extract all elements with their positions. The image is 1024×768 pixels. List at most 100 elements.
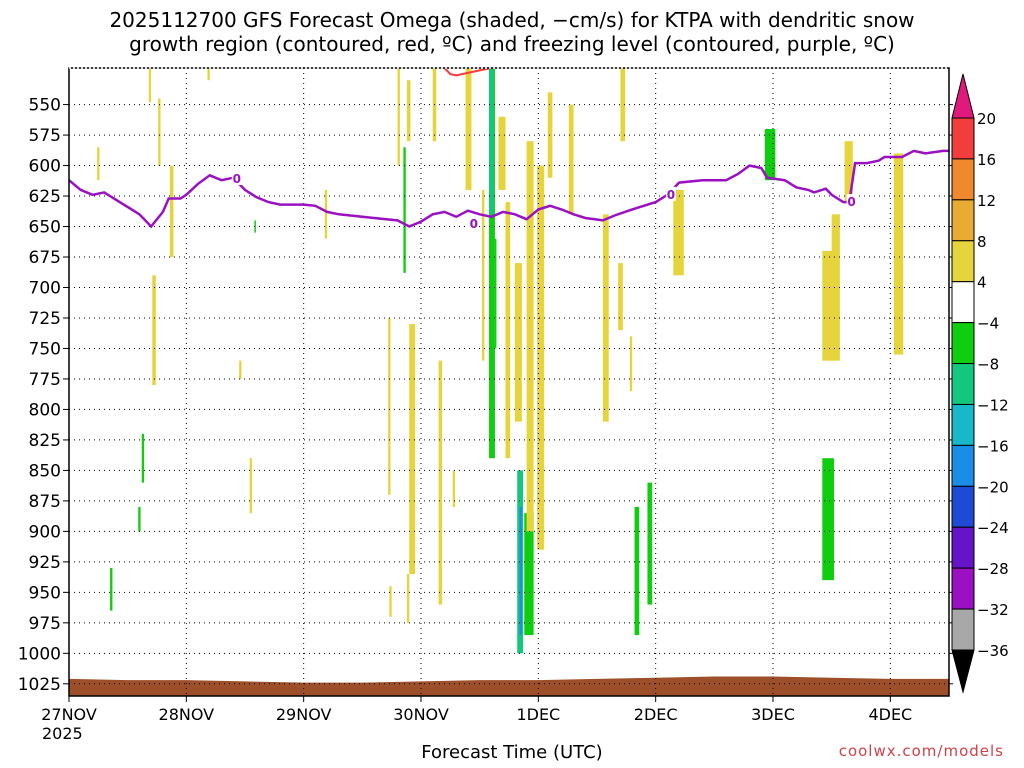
omega-region (452, 470, 456, 507)
colorbar-label: −12 (977, 396, 1009, 414)
colorbar-label: −32 (977, 601, 1009, 619)
colorbar-label: −20 (977, 478, 1009, 496)
y-tick-label: 950 (29, 583, 61, 603)
colorbar-segment (951, 281, 975, 324)
omega-region (498, 116, 506, 190)
omega-region (388, 317, 391, 495)
omega-region (465, 68, 472, 190)
omega-region (389, 586, 392, 617)
dendritic-growth-contour (443, 67, 492, 77)
omega-region (406, 80, 411, 142)
omega-region (673, 189, 684, 276)
omega-region (397, 68, 400, 166)
colorbar-label: −8 (977, 356, 999, 374)
colorbar-label: 20 (977, 110, 996, 128)
colorbar-bottom-arrow (951, 649, 975, 694)
omega-shading (97, 68, 904, 654)
omega-region (629, 336, 633, 392)
chart-title-line-1: 2025112700 GFS Forecast Omega (shaded, −… (109, 8, 915, 32)
colorbar-segment (951, 322, 975, 365)
omega-region (406, 574, 410, 623)
x-tick-label: 2DEC (634, 705, 678, 724)
omega-region (514, 263, 522, 422)
omega-region (494, 238, 497, 349)
colorbar-segment (951, 199, 975, 242)
colorbar-segment (951, 158, 975, 201)
colorbar-label: −24 (977, 519, 1009, 537)
colorbar-label: −28 (977, 560, 1009, 578)
omega-region (618, 263, 623, 331)
site-credit: coolwx.com/models (838, 742, 1004, 760)
omega-region (110, 567, 113, 611)
omega-region (207, 68, 210, 81)
x-tick-label: 27NOV (41, 705, 97, 724)
y-tick-label: 650 (29, 218, 61, 238)
omega-region (97, 147, 100, 181)
contour-label-bg (468, 216, 479, 231)
omega-region (489, 68, 494, 215)
omega-region (647, 482, 653, 605)
colorbar-segment (951, 567, 975, 610)
y-tick-label: 775 (29, 370, 61, 390)
x-tick-label: 1DEC (516, 705, 560, 724)
x-tick-label: 28NOV (159, 705, 215, 724)
y-tick-label: 800 (29, 400, 61, 420)
omega-region (158, 98, 161, 166)
omega-region (138, 506, 141, 532)
freezing-level-label: 0 (470, 217, 478, 231)
omega-region (526, 141, 534, 532)
colorbar-segment (951, 363, 975, 405)
omega-region (249, 458, 253, 514)
omega-region (324, 189, 328, 239)
ground-terrain (69, 676, 949, 696)
y-tick-label: 600 (29, 157, 61, 177)
chart-title-line-2: growth region (contoured, red, ºC) and f… (129, 32, 895, 56)
omega-region (148, 68, 152, 103)
y-tick-label: 825 (29, 431, 61, 451)
freezing-level-contour (68, 149, 949, 229)
x-year-label: 2025 (42, 724, 83, 743)
omega-region (822, 250, 835, 361)
colorbar-label: 12 (977, 192, 996, 210)
colorbar-segment (951, 444, 975, 487)
omega-region (634, 506, 640, 636)
y-tick-label: 925 (29, 553, 61, 573)
omega-region (141, 433, 145, 483)
y-tick-label: 1000 (18, 644, 61, 664)
y-tick-label: 725 (29, 309, 61, 329)
y-tick-label: 875 (29, 492, 61, 512)
x-tick-label: 30NOV (393, 705, 449, 724)
omega-region (403, 147, 406, 273)
omega-region (893, 153, 904, 355)
omega-region (620, 68, 626, 142)
omega-region (831, 214, 840, 361)
omega-region (547, 92, 553, 178)
colorbar-segment (951, 403, 975, 446)
omega-region (822, 458, 835, 581)
contour-label-bg (846, 194, 857, 209)
colorbar-label: −36 (977, 642, 1009, 660)
colorbar-label: 16 (977, 151, 996, 169)
colorbar-segment (951, 117, 975, 160)
colorbar-label: −16 (977, 437, 1009, 455)
grid (69, 68, 949, 696)
omega-region (568, 104, 574, 215)
y-tick-label: 700 (29, 278, 61, 298)
freezing-level-label: 0 (847, 195, 855, 209)
omega-region (239, 360, 242, 379)
omega-region (602, 214, 609, 422)
omega-region (482, 189, 485, 361)
omega-region (152, 275, 156, 386)
omega-region (519, 506, 522, 636)
omega-region (409, 324, 416, 575)
colorbar-top-arrow (951, 73, 975, 119)
y-tick-label: 750 (29, 339, 61, 359)
omega-region (438, 360, 443, 605)
y-tick-label: 900 (29, 522, 61, 542)
contour-label-bg (231, 170, 242, 185)
x-tick-label: 29NOV (276, 705, 332, 724)
y-tick-label: 575 (29, 126, 61, 146)
y-tick-label: 850 (29, 461, 61, 481)
colorbar-segment (951, 608, 975, 651)
